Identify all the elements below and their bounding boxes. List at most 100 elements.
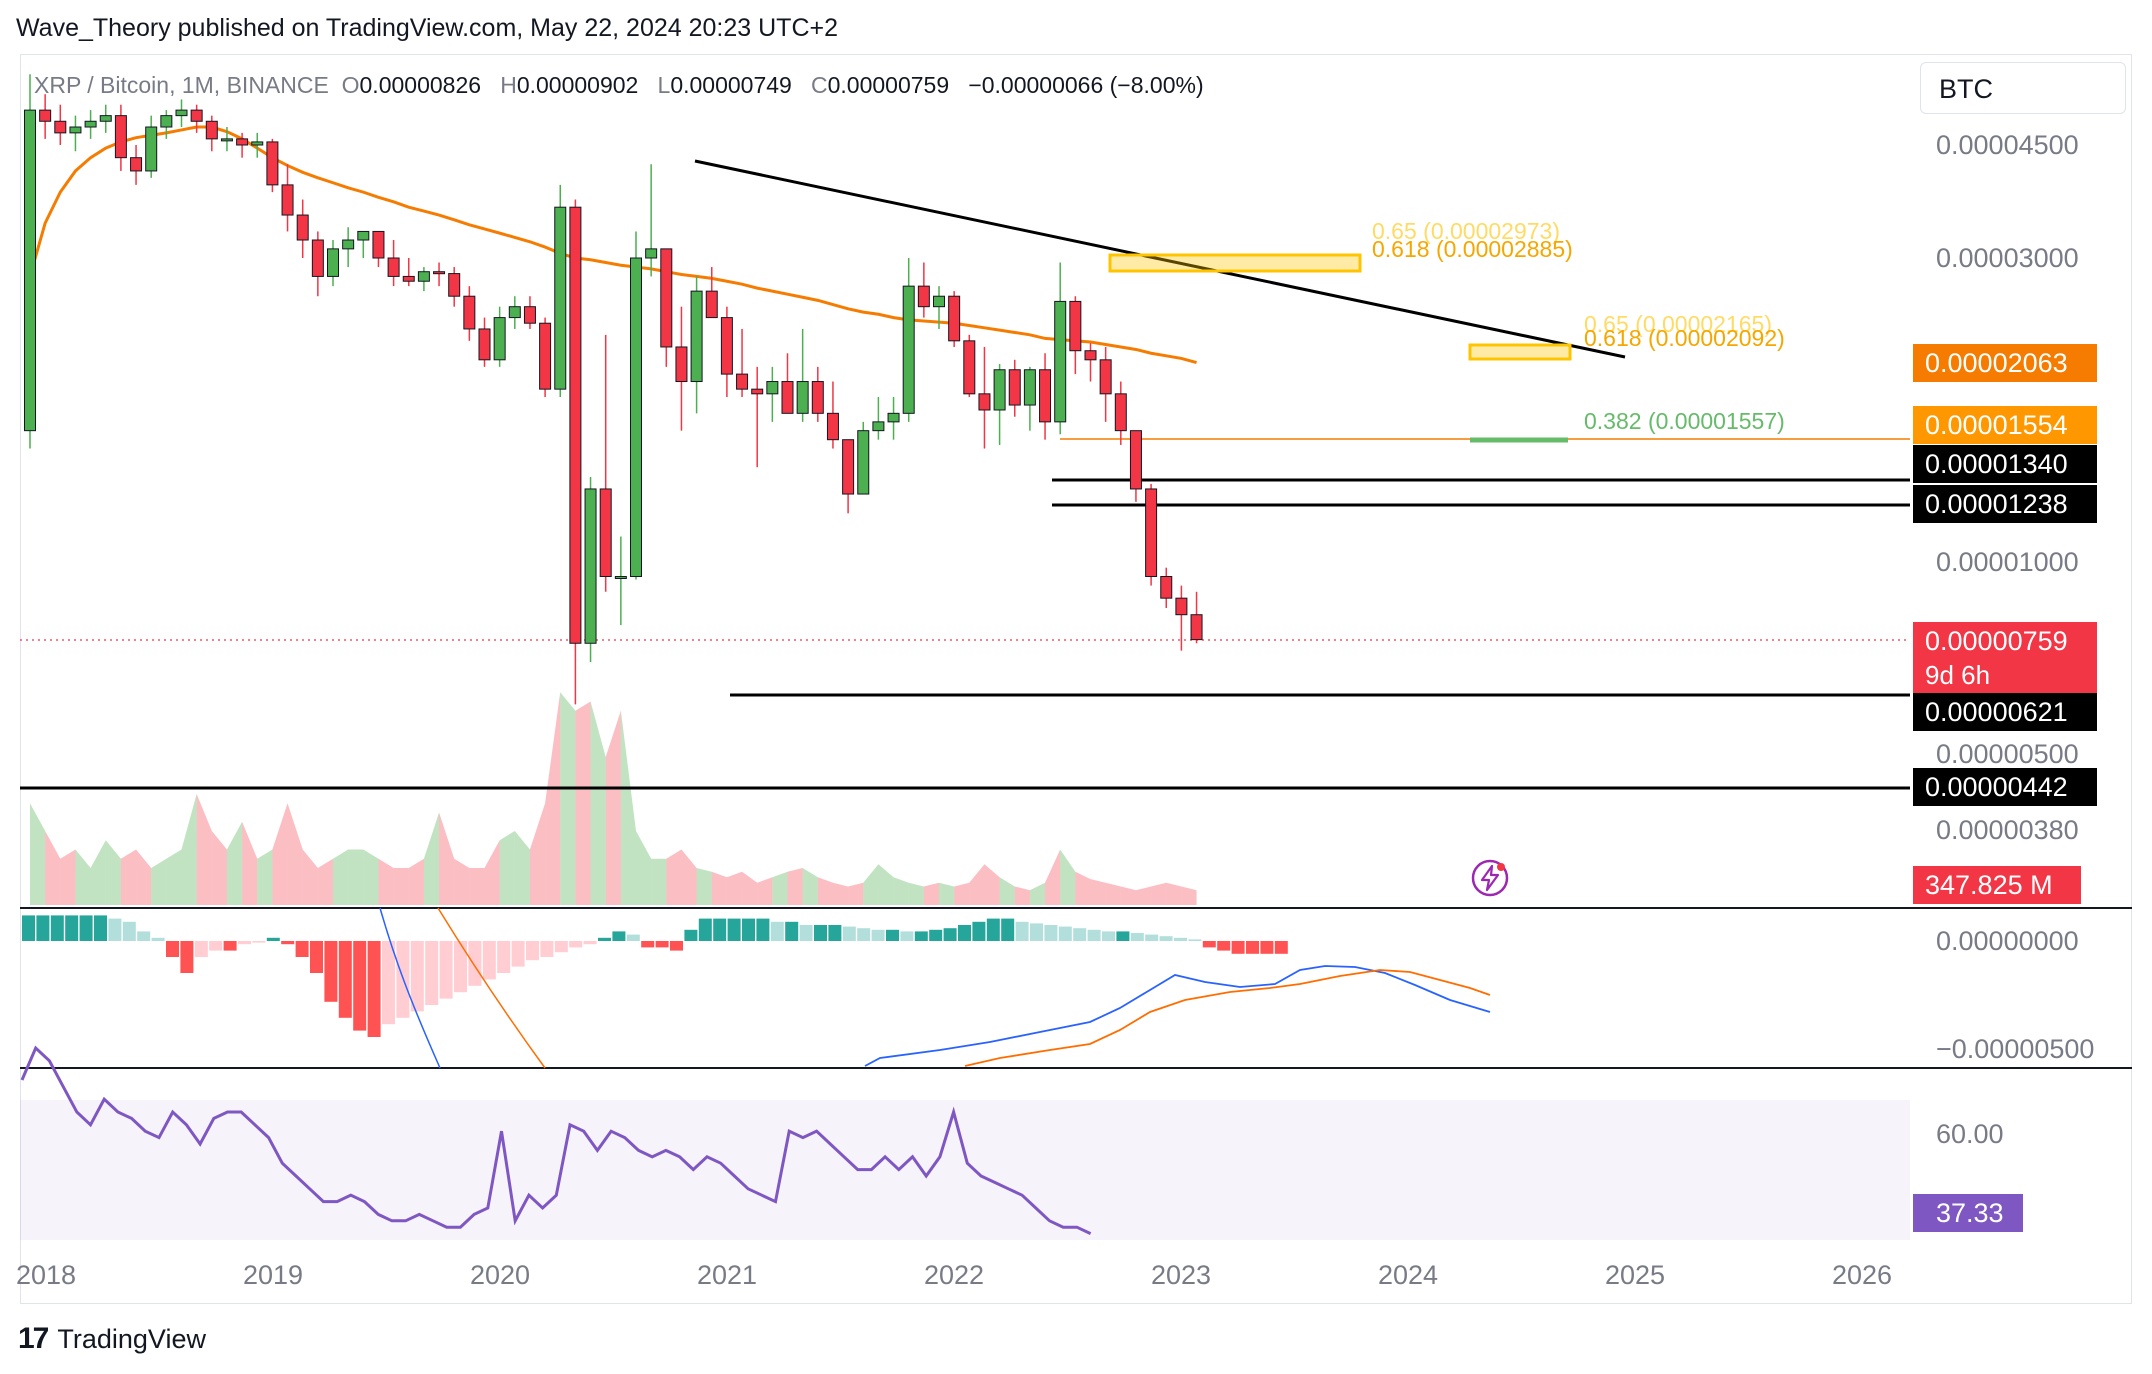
candle-body (902, 285, 915, 414)
volume-segment (469, 868, 485, 905)
candle-body (39, 109, 52, 122)
time-axis-label: 2021 (697, 1260, 757, 1290)
open-value: 0.00000826 (359, 72, 482, 98)
high-label: H (500, 72, 517, 98)
candle (1039, 353, 1052, 440)
currency-button[interactable]: BTC (1920, 62, 2126, 114)
candle (554, 184, 567, 397)
macd-histogram-bar (900, 931, 914, 941)
chart-frame[interactable] (20, 54, 2132, 1304)
macd-histogram-bar (266, 937, 280, 941)
price-axis-label: 0.00000500 (1936, 739, 2079, 769)
countdown-value: 9d 6h (1925, 660, 1991, 690)
volume-segment (105, 840, 121, 905)
candle-body (796, 381, 809, 414)
candle (902, 258, 915, 422)
volume-segment (893, 877, 909, 905)
macd-histogram-bar (1102, 931, 1115, 941)
candle (417, 267, 430, 292)
macd-histogram-bar (223, 941, 237, 951)
volume-segment (1120, 886, 1136, 905)
candle (1175, 585, 1188, 651)
volume-segment (802, 868, 818, 905)
candle-body (842, 439, 855, 495)
candle-body (478, 328, 491, 361)
macd-histogram-bar (151, 937, 165, 941)
volume-segment (620, 710, 636, 905)
candle-body (630, 257, 642, 578)
macd-histogram-bar (842, 926, 856, 941)
volume-segment (984, 864, 1000, 905)
candle (69, 115, 82, 152)
candle-body (1039, 369, 1052, 423)
price-tag-ema: 0.00002063 (1913, 344, 2097, 382)
candle (1084, 343, 1097, 382)
macd-histogram-bar (727, 918, 741, 941)
macd-histogram-bar (497, 941, 511, 973)
candle-body (402, 275, 415, 282)
macd-histogram-bar (756, 918, 770, 941)
macd-histogram-bar (281, 941, 295, 945)
ohlc-legend: XRP / Bitcoin, 1M, BINANCE O0.00000826 H… (34, 72, 1204, 99)
macd-histogram-bar (886, 929, 899, 941)
candle (842, 439, 855, 514)
macd-histogram-bar (814, 925, 827, 941)
macd-histogram-bar (1145, 934, 1159, 941)
candle (342, 227, 355, 268)
candle-body (826, 412, 839, 441)
candle-body (342, 239, 355, 250)
macd-histogram-bar (1058, 926, 1072, 941)
candle (811, 366, 824, 422)
macd-histogram-bar (598, 937, 611, 941)
macd-axis-label: 0.00000000 (1936, 926, 2079, 956)
volume-segment (923, 882, 939, 905)
macd-line-early (379, 907, 441, 1069)
candle-body (811, 381, 824, 414)
candle-body (660, 248, 673, 348)
price-tag-1340: 0.00001340 (1913, 445, 2097, 483)
candle (1099, 346, 1112, 422)
volume-segment (545, 692, 561, 905)
symbol-label[interactable]: XRP / Bitcoin, 1M, BINANCE (34, 72, 329, 98)
candle-body (236, 138, 249, 146)
macd-histogram-bar (1174, 937, 1187, 941)
macd-histogram-bar (929, 929, 943, 941)
footer-brand[interactable]: 17 TradingView (18, 1322, 206, 1356)
candle (220, 127, 233, 152)
volume-segment (408, 858, 424, 905)
volume-segment (1014, 886, 1030, 905)
candle-body (933, 295, 945, 308)
macd-histogram-bar (1217, 941, 1231, 951)
candle-body (205, 120, 218, 140)
volume-segment (60, 849, 76, 905)
macd-histogram-bar (122, 921, 136, 941)
time-axis-label: 2022 (924, 1260, 984, 1290)
macd-histogram-bar (554, 941, 568, 953)
candle (872, 396, 885, 440)
lightning-bolt-icon[interactable] (1470, 858, 1510, 898)
candle-body (357, 230, 370, 241)
macd-histogram-bar (194, 941, 208, 957)
volume-segment (30, 803, 46, 905)
price-axis-label: 0.00000380 (1936, 815, 2079, 845)
candle (796, 328, 809, 422)
candle-body (948, 295, 961, 342)
candle-body (1023, 369, 1036, 406)
candle-body (1129, 430, 1142, 490)
low-label: L (657, 72, 671, 98)
high-value: 0.00000902 (516, 72, 639, 98)
volume-segment (787, 868, 803, 905)
macd-histogram-bar (958, 925, 971, 941)
macd-histogram-bar (1130, 933, 1144, 941)
candle-body (281, 184, 294, 216)
volume-segment (363, 849, 379, 905)
candle-body (751, 388, 764, 395)
candle (569, 199, 582, 705)
fib-zone-mid (1468, 343, 1572, 361)
macd-histogram-bar (295, 941, 309, 957)
candle (599, 334, 612, 592)
candle (433, 262, 446, 287)
candle-body (311, 239, 324, 277)
candle-body (539, 322, 552, 390)
